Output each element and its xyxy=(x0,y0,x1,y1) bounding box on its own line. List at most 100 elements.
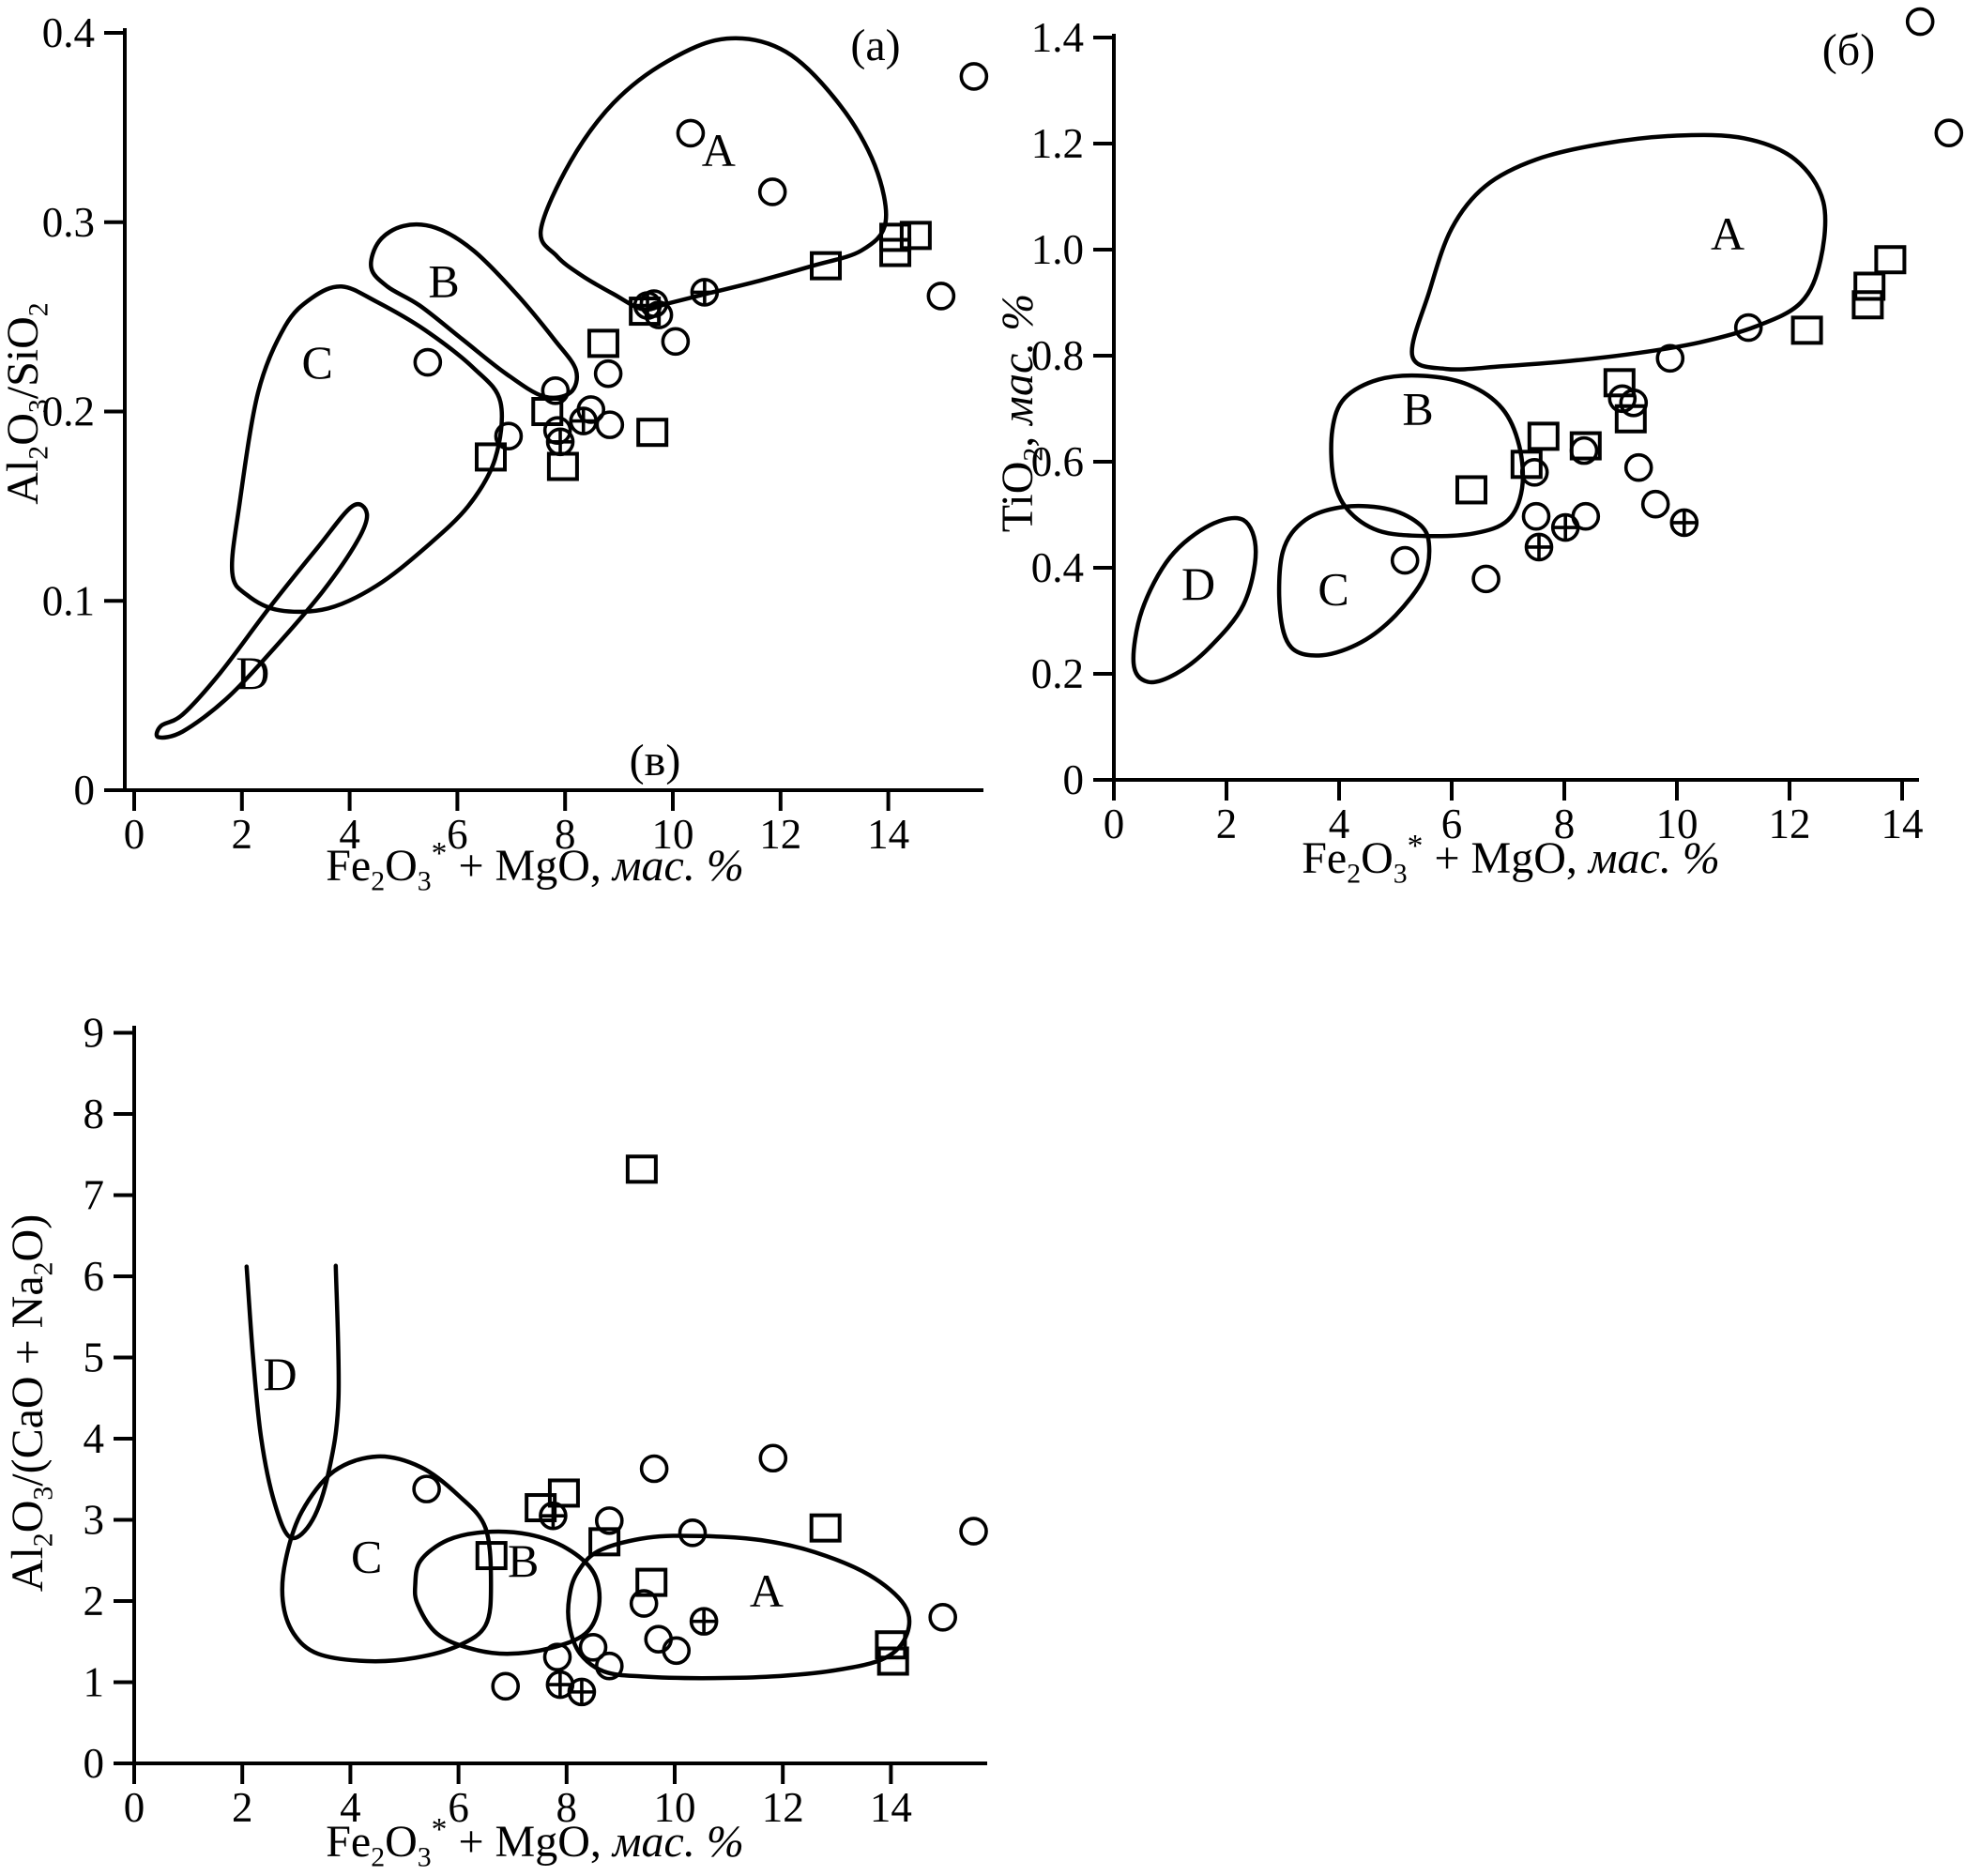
marker-circle xyxy=(595,1506,624,1535)
y-tick-label: 0 xyxy=(1063,756,1085,803)
field-outline-B xyxy=(412,1529,602,1656)
y-tick-label: 1.2 xyxy=(1031,120,1084,167)
y-tick-label: 0.2 xyxy=(42,389,95,435)
y-tick-label: 8 xyxy=(84,1091,105,1137)
panel-label-b: (б) xyxy=(1822,25,1875,75)
marker-circle xyxy=(639,1454,669,1484)
y-tick-label: 9 xyxy=(84,1010,105,1057)
marker-square xyxy=(879,222,912,252)
x-tick-label: 8 xyxy=(1554,801,1576,847)
marker-square xyxy=(876,1646,909,1676)
panel-label-a: (a) xyxy=(850,21,900,70)
marker-circle xyxy=(1471,564,1500,594)
y-tick-label: 6 xyxy=(84,1253,105,1300)
marker-circle xyxy=(959,1517,988,1546)
x-tick-label: 10 xyxy=(1656,801,1698,847)
y-tick-label: 0.4 xyxy=(42,9,95,56)
y-tick-label: 5 xyxy=(84,1335,105,1381)
y-tick-label: 0.1 xyxy=(42,577,95,624)
y-tick-label: 1.4 xyxy=(1031,14,1084,61)
marker-circle xyxy=(758,1443,788,1473)
y-tick-label: 0.3 xyxy=(42,199,95,246)
marker-circle xyxy=(1905,7,1935,37)
x-tick-label: 2 xyxy=(232,811,253,858)
field-outline-D xyxy=(154,502,370,740)
y-tick-label: 0.2 xyxy=(1031,650,1084,697)
field-label-D: D xyxy=(236,647,269,699)
marker-square xyxy=(879,237,912,267)
marker-square xyxy=(475,1541,508,1571)
marker-square xyxy=(474,442,507,472)
marker-square xyxy=(875,1630,907,1660)
marker-square xyxy=(899,221,932,251)
field-label-A: A xyxy=(1711,207,1744,260)
marker-square xyxy=(636,418,669,448)
x-tick-label: 8 xyxy=(556,1784,578,1831)
field-outline-D xyxy=(244,1263,342,1541)
y-axis-title: Al2O3/SiO2 xyxy=(0,302,54,504)
marker-square xyxy=(531,397,564,426)
x-tick-label: 0 xyxy=(1104,801,1125,847)
field-label-B: B xyxy=(428,254,459,307)
marker-square xyxy=(1614,404,1647,434)
marker-square xyxy=(588,1527,621,1557)
y-tick-label: 7 xyxy=(84,1172,105,1219)
field-outline-C xyxy=(229,284,505,615)
x-tick-label: 10 xyxy=(654,1784,696,1831)
marker-circle xyxy=(1655,343,1685,374)
marker-circle xyxy=(412,1474,441,1503)
x-tick-label: 6 xyxy=(447,811,468,858)
x-tick-label: 6 xyxy=(1441,801,1463,847)
marker-circle xyxy=(542,1642,572,1671)
marker-square xyxy=(1851,290,1884,320)
field-label-B: B xyxy=(1402,383,1433,435)
marker-circle xyxy=(662,1636,692,1666)
marker-circle xyxy=(757,177,787,206)
marker-square xyxy=(1510,450,1543,480)
x-tick-label: 4 xyxy=(340,1784,361,1831)
marker-circle xyxy=(595,1651,624,1681)
x-axis-title: Fe2O3* + MgO, мас. % xyxy=(326,1812,744,1873)
x-tick-label: 14 xyxy=(1881,801,1924,847)
x-tick-label: 4 xyxy=(1329,801,1350,847)
marker-circle xyxy=(413,347,443,377)
x-tick-label: 0 xyxy=(124,1784,145,1831)
x-tick-label: 12 xyxy=(762,1784,804,1831)
x-tick-label: 6 xyxy=(448,1784,469,1831)
marker-square xyxy=(635,1567,668,1597)
marker-square xyxy=(547,1478,580,1508)
marker-square xyxy=(809,1513,842,1543)
marker-circle xyxy=(593,358,623,389)
marker-circle xyxy=(676,118,706,148)
y-tick-label: 0.6 xyxy=(1031,438,1084,485)
field-outline-A xyxy=(538,36,889,313)
marker-circle xyxy=(629,1589,659,1618)
marker-circle xyxy=(959,62,989,91)
x-axis-title: Fe2O3* + MgO, мас. % xyxy=(326,836,744,897)
marker-square xyxy=(1853,271,1886,301)
x-tick-label: 8 xyxy=(555,811,576,858)
marker-circle xyxy=(1733,313,1763,343)
field-label-D: D xyxy=(1181,557,1215,610)
y-tick-label: 1.0 xyxy=(1031,226,1084,273)
marker-square xyxy=(1569,431,1602,461)
field-outline-B xyxy=(369,221,580,401)
marker-circle xyxy=(1521,501,1551,531)
field-label-B: B xyxy=(508,1534,539,1587)
y-tick-label: 4 xyxy=(84,1415,105,1462)
marker-square xyxy=(546,451,579,481)
field-outline-A xyxy=(1409,132,1828,372)
marker-square xyxy=(1527,421,1560,451)
y-tick-label: 0.4 xyxy=(1031,544,1084,591)
marker-circle xyxy=(928,1603,957,1632)
y-tick-label: 3 xyxy=(84,1497,105,1544)
marker-circle xyxy=(926,282,956,311)
marker-circle xyxy=(1934,118,1964,147)
marker-square xyxy=(1455,475,1487,505)
field-outline-C xyxy=(1276,503,1432,658)
x-axis-title: Fe2O3* + MgO, мас. % xyxy=(1302,829,1720,890)
marker-circle xyxy=(494,421,524,451)
